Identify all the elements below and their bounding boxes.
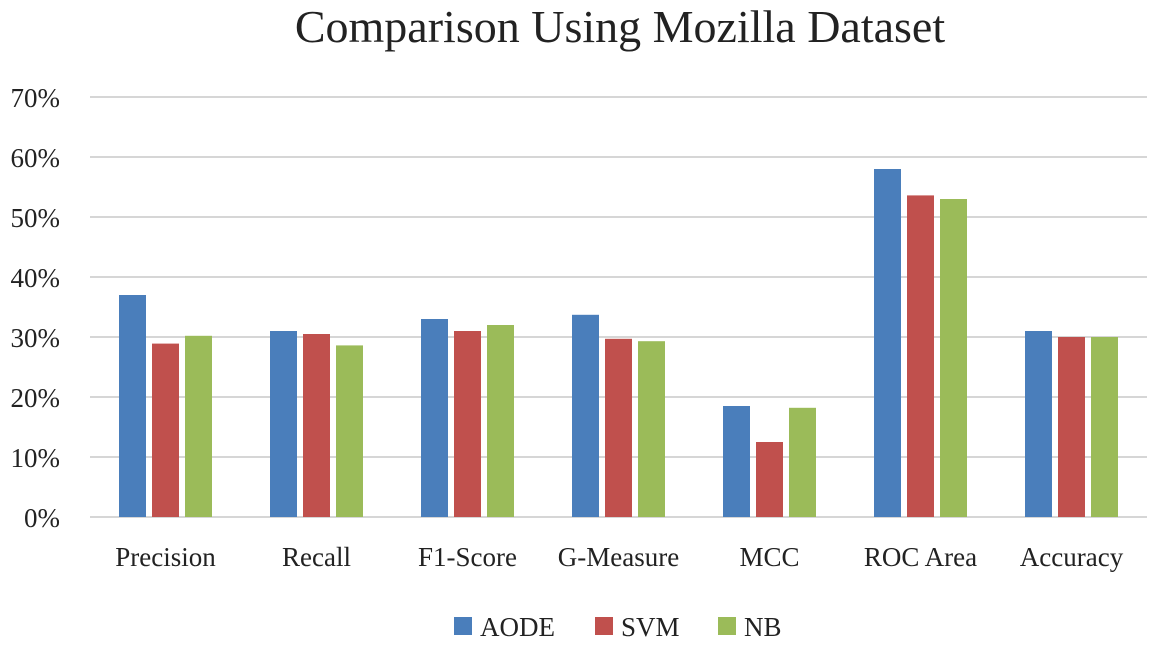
- bar-svm-g-measure: [605, 338, 632, 517]
- y-tick-label: 10%: [11, 443, 61, 473]
- y-tick-label: 50%: [11, 203, 61, 233]
- bar-svm-roc-area: [907, 195, 934, 517]
- bar-aode-g-measure: [572, 314, 599, 517]
- legend-label: SVM: [621, 612, 680, 642]
- y-tick-label: 20%: [11, 383, 61, 413]
- x-category-label: Precision: [115, 542, 216, 572]
- x-category-label: G-Measure: [558, 542, 679, 572]
- x-category-label: ROC Area: [864, 542, 977, 572]
- bar-nb-roc-area: [940, 199, 967, 517]
- bar-nb-accuracy: [1091, 337, 1118, 517]
- bar-svm-mcc: [756, 442, 783, 517]
- legend-item-nb: NB: [718, 612, 782, 642]
- bar-aode-precision: [119, 295, 146, 517]
- bars: [119, 169, 1118, 517]
- bar-aode-accuracy: [1025, 331, 1052, 517]
- bar-nb-recall: [336, 345, 363, 517]
- chart-title: Comparison Using Mozilla Dataset: [295, 1, 946, 52]
- x-category-label: Recall: [282, 542, 351, 572]
- x-category-label: F1-Score: [418, 542, 517, 572]
- legend-label: AODE: [480, 612, 555, 642]
- bar-aode-mcc: [723, 406, 750, 517]
- bar-aode-f1-score: [421, 319, 448, 517]
- legend: AODE SVM NB: [454, 612, 782, 642]
- bar-svm-f1-score: [454, 331, 481, 517]
- x-category-label: MCC: [739, 542, 799, 572]
- bar-nb-mcc: [789, 407, 816, 517]
- x-axis-categories: Precision Recall F1-Score G-Measure MCC ROC A…: [115, 542, 1123, 572]
- bar-nb-precision: [185, 335, 212, 517]
- y-tick-label: 60%: [11, 143, 61, 173]
- legend-label: NB: [744, 612, 782, 642]
- legend-swatch: [718, 617, 736, 635]
- bar-aode-roc-area: [874, 169, 901, 517]
- bar-svm-recall: [303, 334, 330, 517]
- x-category-label: Accuracy: [1020, 542, 1124, 572]
- legend-swatch: [595, 617, 613, 635]
- y-axis-ticks: 0% 10% 20% 30% 40% 50% 60% 70%: [11, 83, 61, 533]
- y-tick-label: 30%: [11, 323, 61, 353]
- bar-svm-accuracy: [1058, 337, 1085, 517]
- legend-item-aode: AODE: [454, 612, 555, 642]
- bar-svm-precision: [152, 343, 179, 517]
- y-tick-label: 0%: [24, 503, 60, 533]
- legend-item-svm: SVM: [595, 612, 680, 642]
- bar-nb-g-measure: [638, 341, 665, 517]
- bar-aode-recall: [270, 331, 297, 517]
- y-tick-label: 70%: [11, 83, 61, 113]
- legend-swatch: [454, 617, 472, 635]
- bar-nb-f1-score: [487, 325, 514, 517]
- y-tick-label: 40%: [11, 263, 61, 293]
